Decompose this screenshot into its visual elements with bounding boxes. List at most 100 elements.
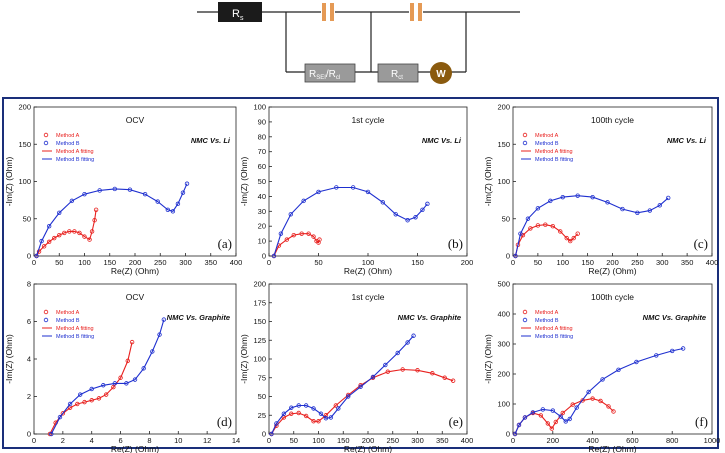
- data-point-method-b: [680, 346, 686, 351]
- x-axis-label: Re(Z) (Ohm): [111, 444, 159, 453]
- y-tick-label: 100: [253, 355, 266, 364]
- data-point-method-b: [383, 362, 388, 368]
- y-tick-label: 0: [506, 252, 510, 261]
- data-point-method-b: [57, 210, 62, 215]
- circuit-rct-sub: ct: [398, 75, 403, 81]
- legend-label: Method B fitting: [535, 157, 573, 163]
- data-point-method-a: [535, 223, 541, 228]
- plot-area: [33, 106, 237, 257]
- data-point-method-b: [175, 201, 181, 207]
- legend-label: Method A fitting: [535, 149, 573, 155]
- data-point-method-b: [180, 190, 186, 195]
- data-point-method-b: [124, 381, 129, 386]
- data-point-method-a: [41, 244, 47, 249]
- data-point-method-b: [69, 198, 75, 204]
- y-tick-label: 0: [27, 430, 31, 439]
- data-point-method-b: [522, 415, 528, 420]
- data-point-method-b: [405, 218, 410, 223]
- x-tick-label: 150: [103, 258, 116, 267]
- data-point-method-a: [303, 413, 309, 419]
- data-point-method-b: [157, 332, 162, 337]
- data-point-method-b: [558, 414, 563, 419]
- x-tick-label: 400: [586, 436, 599, 445]
- x-tick-label: 250: [631, 258, 644, 267]
- data-point-method-b: [393, 212, 398, 217]
- legend-label: Method A: [535, 310, 559, 316]
- data-point-method-b: [567, 416, 572, 422]
- data-point-method-a: [111, 384, 116, 390]
- panel-letter: (b): [448, 236, 463, 251]
- data-point-method-b: [336, 406, 341, 411]
- data-point-method-a: [385, 369, 390, 374]
- y-tick-label: 200: [497, 103, 510, 112]
- data-point-method-a: [442, 375, 447, 380]
- data-point-method-b: [586, 389, 591, 395]
- series-fit-line-method-b: [514, 347, 684, 435]
- panel-annotation: NMC Vs. Graphite: [167, 313, 230, 322]
- x-tick-label: 200: [461, 258, 474, 267]
- circuit-rs-sub: s: [240, 15, 244, 22]
- circuit-cpe-1-plate-left: [322, 3, 326, 21]
- circuit-rsei-sub1: SEI: [316, 75, 326, 81]
- y-tick-label: 50: [258, 392, 266, 401]
- data-point-method-b: [278, 231, 284, 236]
- data-point-method-a: [538, 413, 544, 418]
- panel-title: 100th cycle: [591, 292, 634, 302]
- y-tick-label: 75: [258, 373, 266, 382]
- panel-letter: (e): [449, 414, 463, 429]
- data-point-method-a: [606, 404, 611, 409]
- data-point-method-a: [560, 410, 565, 416]
- data-point-method-b: [635, 210, 640, 215]
- data-point-method-a: [52, 235, 57, 241]
- data-point-method-a: [311, 419, 316, 424]
- panel-annotation: NMC Vs. Li: [191, 136, 231, 145]
- x-tick-label: 350: [681, 258, 694, 267]
- data-point-method-b: [170, 209, 176, 214]
- series-fit-line-method-a: [271, 368, 454, 435]
- y-tick-label: 175: [253, 298, 266, 307]
- data-point-method-b: [301, 198, 306, 204]
- x-tick-label: 10: [174, 436, 182, 445]
- data-point-method-b: [530, 410, 536, 415]
- data-point-method-a: [77, 230, 82, 236]
- y-tick-label: 150: [253, 317, 266, 326]
- data-point-method-b: [46, 223, 52, 229]
- series-fit-line-method-a: [49, 341, 133, 435]
- data-point-method-a: [553, 419, 558, 425]
- data-point-method-b: [654, 353, 659, 358]
- data-point-method-b: [516, 422, 522, 428]
- data-point-method-b: [82, 191, 87, 197]
- data-point-method-a: [570, 402, 575, 407]
- data-point-method-a: [550, 223, 555, 229]
- data-point-method-a: [57, 232, 62, 238]
- data-point-method-a: [46, 239, 52, 245]
- x-tick-label: 150: [337, 436, 350, 445]
- data-point-method-b: [57, 414, 63, 420]
- data-point-method-a: [284, 237, 290, 242]
- data-point-method-b: [316, 189, 321, 195]
- panel-title: OCV: [126, 292, 145, 302]
- data-point-method-b: [39, 238, 44, 244]
- series-fit-line-method-a: [273, 233, 321, 257]
- panel-annotation: NMC Vs. Graphite: [643, 313, 706, 322]
- data-point-method-a: [543, 222, 548, 227]
- x-tick-label: 50: [55, 258, 63, 267]
- data-point-method-b: [600, 377, 605, 382]
- data-point-method-b: [334, 185, 339, 190]
- series-fit-line-method-a: [36, 209, 97, 257]
- data-point-method-b: [560, 194, 565, 200]
- data-point-method-a: [450, 378, 456, 383]
- svg-text:Rct: Rct: [391, 69, 403, 81]
- x-axis-label: Re(Z) (Ohm): [344, 444, 392, 453]
- data-point-method-b: [346, 394, 351, 399]
- series-fit-line-method-b: [273, 186, 428, 257]
- legend-label: Method B fitting: [56, 157, 94, 163]
- data-point-method-b: [289, 405, 294, 410]
- legend-label: Method B fitting: [56, 334, 94, 340]
- data-point-method-b: [413, 215, 418, 220]
- data-point-method-b: [49, 431, 54, 437]
- panel-annotation: NMC Vs. Li: [667, 136, 707, 145]
- y-tick-label: 90: [258, 117, 266, 126]
- x-tick-label: 150: [411, 258, 424, 267]
